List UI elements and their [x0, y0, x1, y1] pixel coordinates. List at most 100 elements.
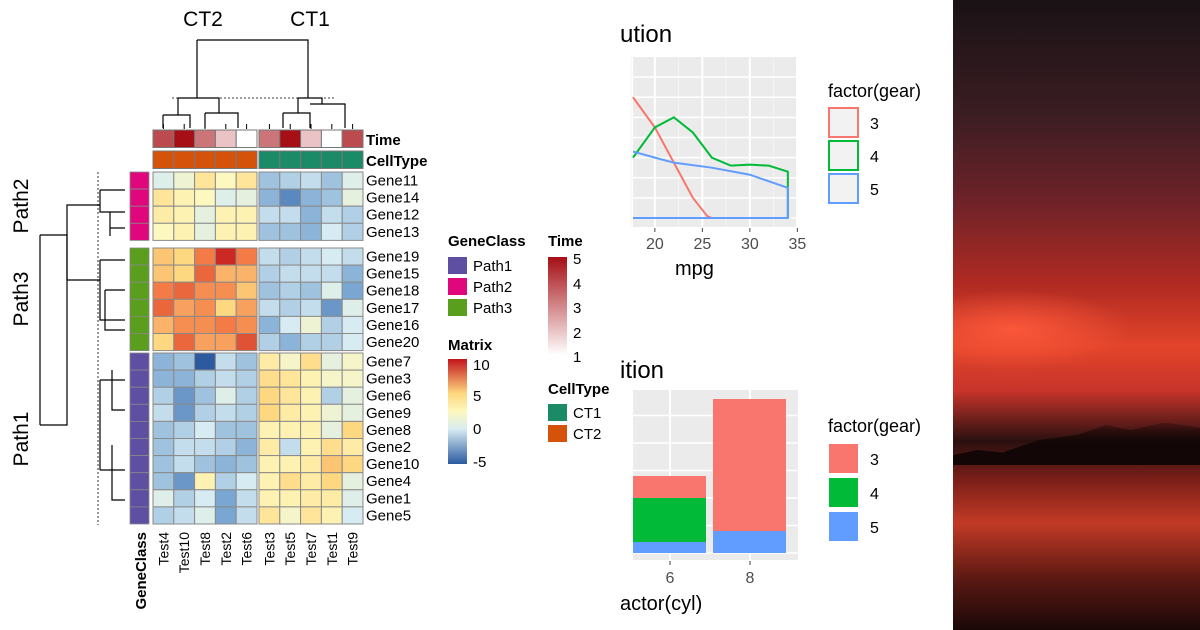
- heatmap-cell: [320, 506, 343, 525]
- column-group-label-ct2: CT2: [183, 8, 223, 31]
- heatmap-cell: [279, 506, 302, 525]
- celltype-annotation-cell: [235, 150, 258, 169]
- geneclass-annotation-cell: [129, 506, 150, 525]
- legend-key-gear-5: [829, 512, 858, 541]
- heatmap-cell: [235, 188, 258, 207]
- heatmap-cell: [341, 455, 364, 474]
- heatmap-cell: [300, 506, 322, 525]
- heatmap-cell: [152, 455, 175, 474]
- heatmap-cell: [214, 420, 237, 439]
- celltype-annotation-label: CellType: [366, 153, 427, 170]
- heatmap-cell: [320, 333, 343, 352]
- heatmap-cell: [152, 333, 175, 352]
- column-label: Test8: [197, 532, 213, 566]
- geneclass-annotation-cell: [129, 472, 150, 491]
- heatmap-cell: [173, 369, 196, 388]
- row-label: Gene7: [366, 354, 411, 371]
- geneclass-annotation-cell: [129, 315, 150, 334]
- celltype-annotation-cell: [152, 150, 175, 169]
- geneclass-annotation-cell: [129, 455, 150, 474]
- heatmap-cell: [341, 472, 364, 491]
- row-label: Gene12: [366, 207, 419, 224]
- heatmap-cell: [320, 315, 343, 334]
- heatmap-cell: [235, 403, 258, 422]
- bar-cyl8-gear5: [713, 531, 786, 553]
- legend-key-gear-3: [829, 444, 858, 473]
- geneclass-annotation-cell: [129, 205, 150, 224]
- legend-matrix-tick: -5: [473, 454, 486, 471]
- time-annotation-cell: [258, 129, 281, 148]
- heatmap-cell: [300, 188, 322, 207]
- legend-matrix-tick: 5: [473, 388, 481, 405]
- heatmap-cell: [194, 455, 216, 474]
- celltype-annotation-cell: [300, 150, 322, 169]
- geneclass-annotation-cell: [129, 386, 150, 405]
- heatmap-cell: [235, 333, 258, 352]
- heatmap-cell: [258, 352, 281, 371]
- heatmap-cell: [152, 222, 175, 241]
- heatmap-cell: [173, 352, 196, 371]
- time-annotation-cell: [279, 129, 302, 148]
- row-label: Gene1: [366, 490, 411, 507]
- heatmap-cell: [279, 386, 302, 405]
- heatmap-cell: [194, 420, 216, 439]
- heatmap-cell: [258, 315, 281, 334]
- heatmap-cell: [194, 205, 216, 224]
- heatmap-cell: [320, 222, 343, 241]
- row-label: Gene2: [366, 439, 411, 456]
- heatmap-cell: [320, 438, 343, 457]
- heatmap-cell: [214, 472, 237, 491]
- row-label: Gene18: [366, 283, 419, 300]
- heatmap-cell: [194, 298, 216, 317]
- heatmap-cell: [173, 222, 196, 241]
- heatmap-cell: [300, 472, 322, 491]
- legend-label: CT1: [573, 405, 601, 422]
- heatmap-cell: [194, 264, 216, 283]
- heatmap-cell: [258, 489, 281, 508]
- time-annotation-cell: [341, 129, 364, 148]
- heatmap-cell: [152, 315, 175, 334]
- heatmap-cell: [214, 281, 237, 300]
- heatmap-cell: [300, 315, 322, 334]
- heatmap-cell: [279, 264, 302, 283]
- bar-cyl8-gear3: [713, 399, 786, 531]
- celltype-annotation-cell: [214, 150, 237, 169]
- heatmap-cell: [152, 506, 175, 525]
- legend-time-tick: 4: [573, 276, 581, 293]
- geneclass-annotation-label: GeneClass: [133, 532, 150, 610]
- legend-label: 3: [870, 452, 879, 469]
- heatmap-cell: [320, 489, 343, 508]
- heatmap-cell: [279, 298, 302, 317]
- heatmap-cell: [152, 352, 175, 371]
- legend-matrix-tick: 10: [473, 357, 490, 374]
- row-label: Gene3: [366, 371, 411, 388]
- heatmap-cell: [320, 188, 343, 207]
- row-label: Gene19: [366, 249, 419, 266]
- heatmap-cell: [320, 281, 343, 300]
- heatmap-cell: [235, 489, 258, 508]
- heatmap-cell: [300, 352, 322, 371]
- heatmap-cell: [235, 171, 258, 190]
- heatmap-cell: [235, 222, 258, 241]
- heatmap-cell: [194, 438, 216, 457]
- heatmap-cell: [235, 386, 258, 405]
- heatmap-cell: [152, 403, 175, 422]
- heatmap-cell: [235, 352, 258, 371]
- heatmap-cell: [258, 188, 281, 207]
- legend-key-gear-4: [829, 478, 858, 507]
- geneclass-annotation-cell: [129, 489, 150, 508]
- heatmap-cell: [152, 188, 175, 207]
- heatmap-cell: [341, 506, 364, 525]
- heatmap-cell: [214, 369, 237, 388]
- time-annotation-cell: [320, 129, 343, 148]
- heatmap-cell: [173, 315, 196, 334]
- heatmap-cell: [279, 489, 302, 508]
- heatmap-cell: [194, 333, 216, 352]
- legend-geneclass-item: Path1: [448, 257, 512, 275]
- time-annotation-cell: [235, 129, 258, 148]
- heatmap-cell: [258, 369, 281, 388]
- heatmap-cell: [173, 506, 196, 525]
- heatmap-cell: [173, 264, 196, 283]
- heatmap-cell: [341, 489, 364, 508]
- geneclass-annotation-cell: [129, 188, 150, 207]
